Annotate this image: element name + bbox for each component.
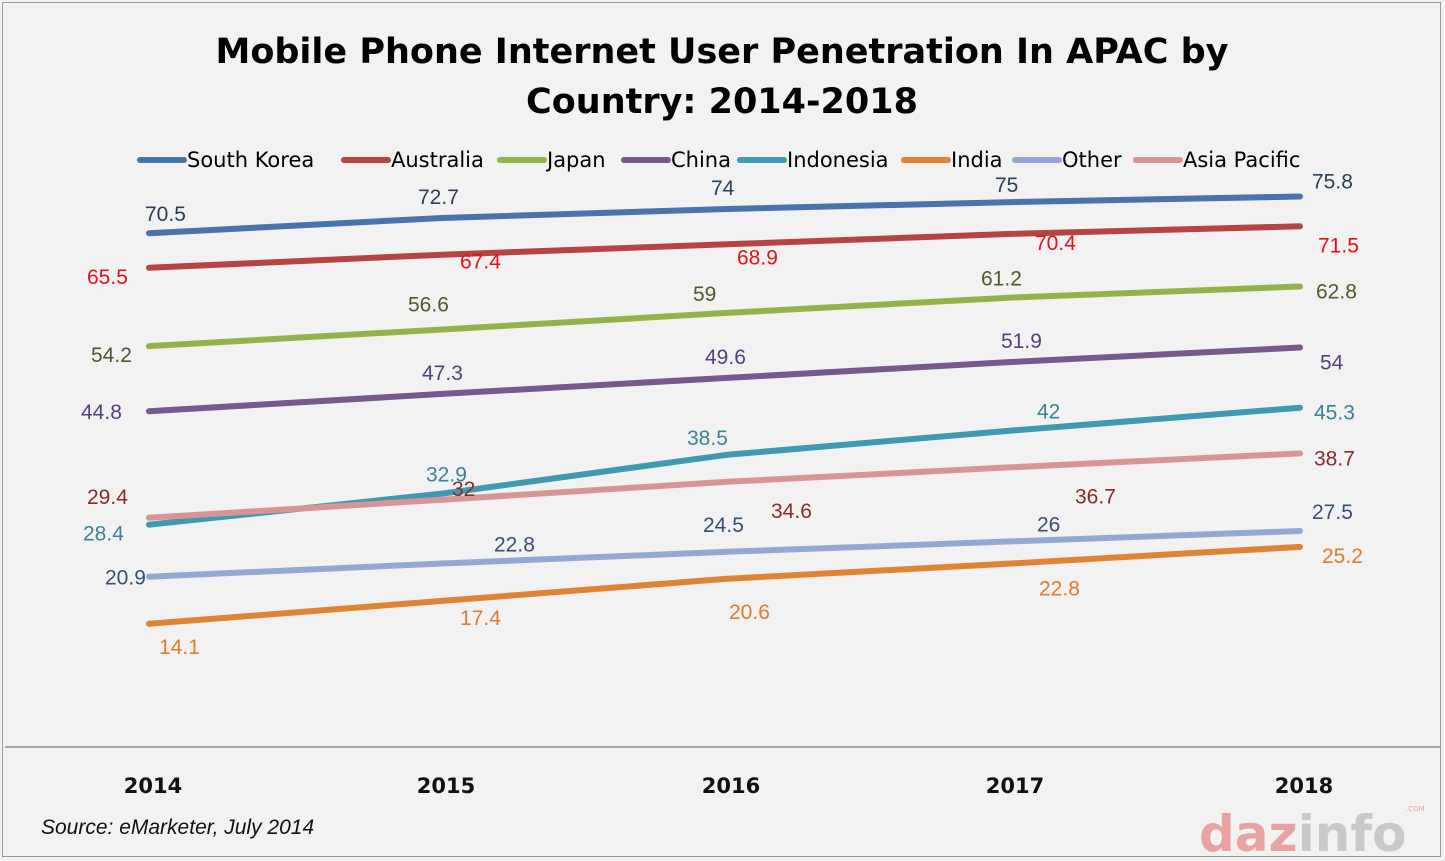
svg-text:dazinfo: dazinfo: [1199, 805, 1406, 858]
data-label-india-2014: 14.1: [159, 636, 200, 659]
data-label-indonesia-2014: 28.4: [83, 523, 124, 546]
series-line-china: [146, 344, 1303, 415]
data-label-south-korea-2017: 75: [995, 174, 1018, 197]
data-label-japan-2018: 62.8: [1316, 281, 1357, 304]
series-line-india: [146, 543, 1303, 627]
data-label-other-2018: 27.5: [1312, 501, 1353, 524]
data-label-australia-2014: 65.5: [87, 266, 128, 289]
data-label-china-2017: 51.9: [1001, 330, 1042, 353]
data-label-south-korea-2018: 75.8: [1312, 171, 1353, 194]
legend-label-indonesia: Indonesia: [787, 148, 889, 172]
data-label-indonesia-2015: 32.9: [426, 464, 467, 487]
x-tick-2016: 2016: [702, 774, 760, 798]
data-label-other-2014: 20.9: [105, 567, 146, 590]
series-line-south-korea: [146, 193, 1303, 237]
data-label-south-korea-2016: 74: [711, 177, 735, 200]
data-label-south-korea-2014: 70.5: [145, 203, 186, 226]
series-line-other: [146, 528, 1303, 580]
data-label-indonesia-2016: 38.5: [687, 427, 728, 450]
data-label-asia-pacific-2015: 32: [452, 478, 475, 501]
logo-text-part2: info: [1298, 805, 1407, 858]
series-line-asia-pacific: [146, 450, 1303, 521]
x-tick-2018: 2018: [1275, 774, 1333, 798]
legend-label-australia: Australia: [391, 148, 484, 172]
data-label-asia-pacific-2014: 29.4: [87, 486, 128, 509]
data-label-china-2018: 54: [1320, 351, 1344, 374]
data-label-south-korea-2015: 72.7: [418, 186, 459, 209]
data-label-indonesia-2018: 45.3: [1314, 402, 1355, 425]
data-label-other-2016: 24.5: [703, 514, 744, 537]
data-label-japan-2016: 59: [693, 283, 716, 306]
series-line-australia: [146, 223, 1303, 271]
legend-label-south-korea: South Korea: [187, 148, 314, 172]
data-label-india-2018: 25.2: [1322, 545, 1363, 568]
logo-text-part1: daz: [1199, 805, 1298, 858]
series-line-japan: [146, 283, 1303, 350]
x-axis-ticks: 2014 2015 2016 2017 2018: [124, 774, 1333, 798]
data-label-china-2016: 49.6: [705, 346, 746, 369]
data-label-japan-2015: 56.6: [408, 293, 449, 316]
data-label-australia-2017: 70.4: [1035, 232, 1076, 255]
data-label-australia-2018: 71.5: [1318, 234, 1359, 257]
chart-title-line-2: Country: 2014-2018: [526, 82, 918, 122]
x-tick-2015: 2015: [417, 774, 475, 798]
legend: South Korea Australia Japan China Indonesia I…: [137, 148, 1300, 172]
legend-label-india: India: [951, 148, 1003, 172]
x-tick-2017: 2017: [986, 774, 1044, 798]
plot-area: 70.5 72.7 74 75 75.8 65.5 67.4 68.9 70.4 71.5 54.2…: [81, 171, 1363, 659]
source-note: Source: eMarketer, July 2014: [41, 816, 314, 839]
data-label-other-2017: 26: [1037, 513, 1060, 536]
data-label-asia-pacific-2016: 34.6: [771, 500, 812, 523]
x-tick-2014: 2014: [124, 774, 182, 798]
data-label-japan-2017: 61.2: [981, 268, 1022, 291]
legend-label-china: China: [671, 148, 731, 172]
data-label-india-2017: 22.8: [1039, 578, 1080, 601]
data-label-japan-2014: 54.2: [91, 344, 132, 367]
logo-suffix: .COM: [1406, 805, 1425, 813]
chart-title-line-1: Mobile Phone Internet User Penetration I…: [216, 32, 1229, 72]
data-label-china-2014: 44.8: [81, 401, 122, 424]
legend-label-asia-pacific: Asia Pacific: [1183, 148, 1300, 172]
data-label-indonesia-2017: 42: [1037, 401, 1060, 424]
data-label-australia-2015: 67.4: [460, 251, 501, 274]
data-label-asia-pacific-2018: 38.7: [1314, 447, 1355, 470]
data-label-australia-2016: 68.9: [737, 246, 778, 269]
data-label-asia-pacific-2017: 36.7: [1075, 485, 1116, 508]
data-label-china-2015: 47.3: [422, 362, 463, 385]
legend-label-japan: Japan: [545, 148, 606, 172]
dazeinfo-logo: dazinfo .COM: [1199, 805, 1425, 858]
chart-canvas: Mobile Phone Internet User Penetration I…: [5, 32, 1440, 858]
data-label-india-2015: 17.4: [460, 607, 501, 630]
data-label-india-2016: 20.6: [729, 601, 770, 624]
legend-label-other: Other: [1062, 148, 1122, 172]
data-label-other-2015: 22.8: [494, 534, 535, 557]
